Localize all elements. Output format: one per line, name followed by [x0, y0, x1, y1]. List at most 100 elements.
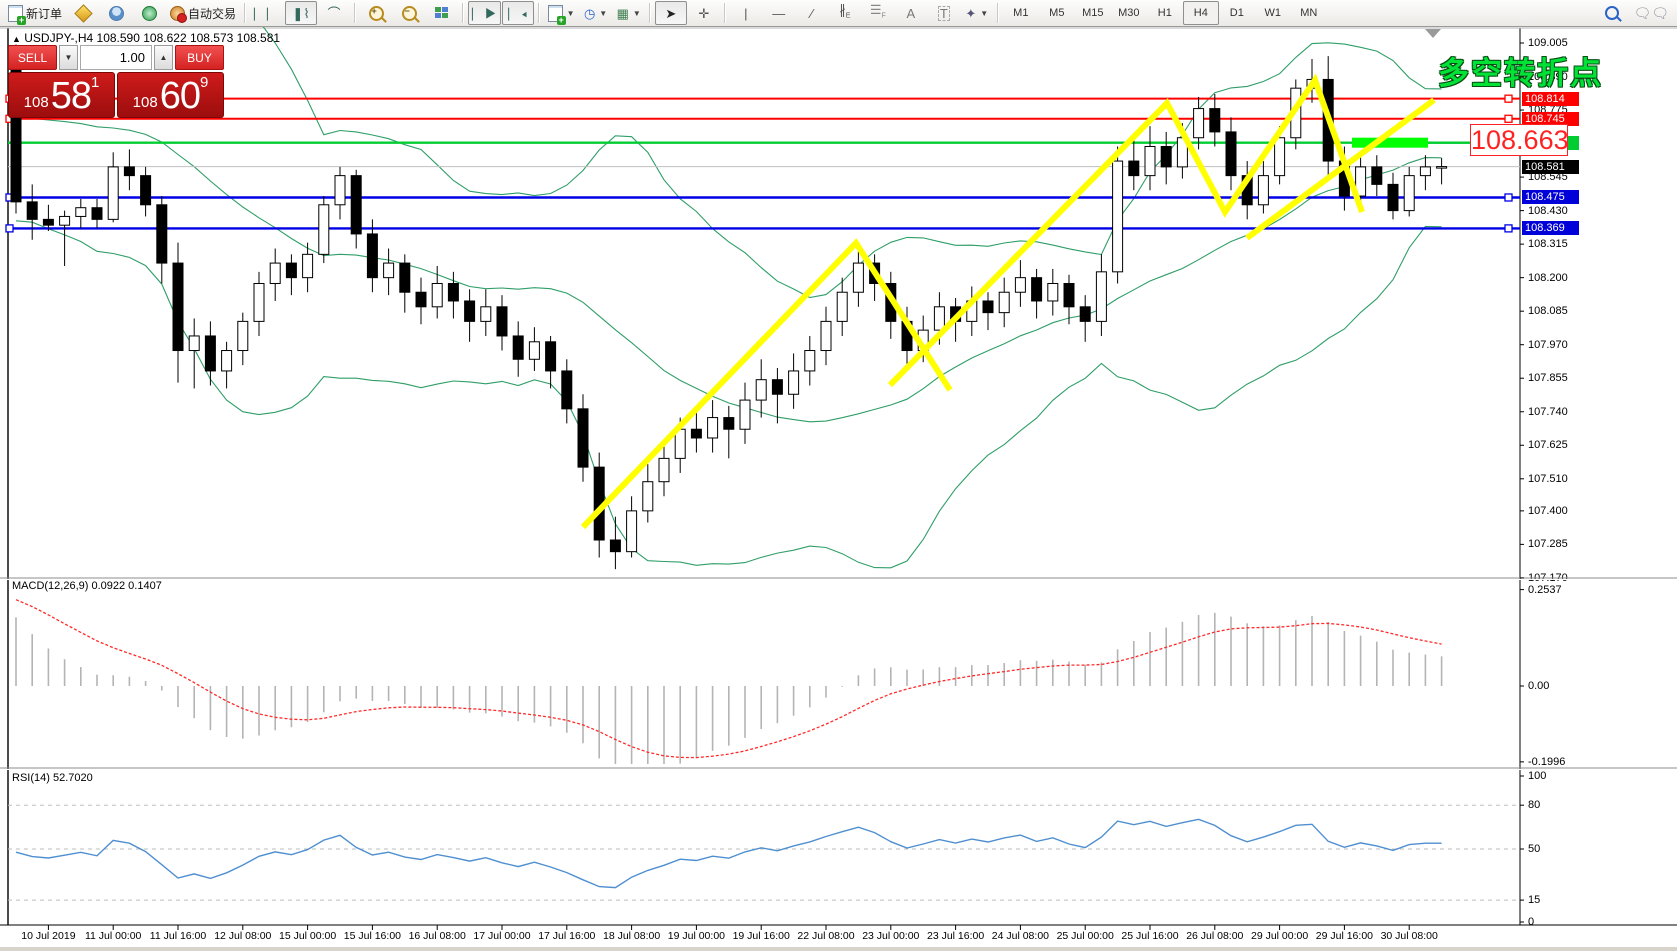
zoom-out-button[interactable]: −: [393, 1, 425, 25]
macd-axis-label: 0.00: [1528, 680, 1550, 692]
timeframe-bar: M1 M5 M15 M30 H1 H4 D1 W1 MN: [1003, 1, 1327, 25]
price-axis-label: 107.855: [1528, 372, 1568, 385]
collapse-panel-icon[interactable]: ▲: [12, 34, 21, 44]
rsi-axis-label: 50: [1528, 843, 1541, 855]
search-button[interactable]: [1596, 1, 1628, 25]
price-axis-label: 107.400: [1528, 504, 1568, 517]
hline-handle[interactable]: [1504, 114, 1513, 123]
volume-increase-button[interactable]: ▲: [154, 45, 173, 70]
periods-button[interactable]: ◷ ▼: [583, 5, 608, 21]
macd-histogram: [15, 612, 1443, 764]
time-axis-label: 19 Jul 16:00: [732, 930, 790, 942]
chart-shift-marker[interactable]: [1425, 29, 1441, 38]
time-axis-label: 12 Jul 08:00: [214, 930, 272, 942]
price-axis-label: 108.430: [1528, 204, 1568, 217]
yellow-trendline-2[interactable]: [887, 73, 1365, 388]
timeframe-w1[interactable]: W1: [1264, 7, 1282, 19]
indicators-button[interactable]: + ▼: [544, 1, 579, 25]
text-button[interactable]: A: [895, 1, 927, 25]
cursor-icon: ➤: [665, 5, 677, 21]
price-badge-108.745: 108.745: [1522, 111, 1579, 126]
channel-icon: ∦E: [839, 2, 851, 20]
sell-price-panel[interactable]: 108 58 1: [8, 72, 115, 118]
timeframe-h4[interactable]: H4: [1182, 1, 1219, 25]
buy-button[interactable]: BUY: [175, 45, 224, 70]
timeframe-d1[interactable]: D1: [1229, 7, 1244, 19]
timeframe-m15[interactable]: M15: [1082, 7, 1104, 19]
new-order-label: 新订单: [26, 6, 63, 21]
macd-axis-label: 0.2537: [1528, 583, 1562, 596]
crosshair-icon: ✛: [698, 5, 710, 21]
candles: [10, 44, 1448, 570]
vline-button[interactable]: |: [730, 1, 762, 25]
bollinger-middle-band[interactable]: [15, 117, 1442, 423]
news-icon: [141, 5, 157, 21]
volume-input[interactable]: 1.00: [80, 45, 152, 70]
price-axis-label: 108.315: [1528, 238, 1568, 251]
timeframe-m1[interactable]: M1: [1013, 7, 1029, 19]
metaeditor-button[interactable]: [67, 1, 99, 25]
buy-price-panel[interactable]: 108 60 9: [117, 72, 224, 118]
trendline-button[interactable]: ∕: [796, 1, 828, 25]
price-callout-label[interactable]: 108.663: [1470, 124, 1569, 156]
time-axis-label: 15 Jul 00:00: [278, 930, 337, 942]
candlestick-chart-button[interactable]: ❚⌇: [285, 1, 318, 25]
profile-button[interactable]: [100, 1, 132, 25]
macd-signal-line[interactable]: [15, 599, 1442, 759]
bars-chart-button[interactable]: ⎸⎸: [250, 1, 284, 25]
tile-windows-button[interactable]: [426, 1, 458, 25]
hline-handle[interactable]: [1504, 94, 1513, 103]
yellow-trendline-1[interactable]: [580, 238, 953, 530]
hline-handle[interactable]: [5, 224, 14, 233]
volume-decrease-button[interactable]: ▼: [59, 45, 78, 70]
bollinger-lower-band[interactable]: [15, 220, 1442, 569]
rsi-axis-label: 0: [1528, 916, 1535, 928]
sell-button[interactable]: SELL: [8, 45, 57, 70]
one-click-trading-panel: SELL ▼ 1.00 ▲ BUY 108 58 1 108 60 9: [8, 45, 224, 118]
autotrade-label: 自动交易: [188, 6, 237, 21]
zoom-in-button[interactable]: +: [360, 1, 392, 25]
timeframe-mn[interactable]: MN: [1300, 7, 1318, 19]
chart-shift-button[interactable]: ⎸◂: [501, 1, 534, 25]
rsi-line[interactable]: [15, 818, 1442, 889]
channel-button[interactable]: ∦E: [829, 1, 861, 25]
yellow-trendline-3[interactable]: [1245, 97, 1436, 241]
hline-handle[interactable]: [1504, 224, 1513, 233]
templates-button[interactable]: ▦ ▼: [616, 5, 641, 21]
timeframe-m30[interactable]: M30: [1118, 7, 1140, 19]
autotrade-button[interactable]: 自动交易: [166, 1, 240, 25]
template-icon: ▦: [616, 5, 629, 21]
price-badge-108.475: 108.475: [1522, 190, 1579, 205]
timeframe-m5[interactable]: M5: [1049, 7, 1065, 19]
time-axis-label: 15 Jul 16:00: [343, 930, 401, 942]
text-label-button[interactable]: T: [928, 1, 960, 25]
sell-price-main: 58: [50, 75, 92, 117]
hline-handle[interactable]: [1504, 193, 1513, 202]
line-chart-button[interactable]: ⌒: [318, 1, 350, 25]
news-button[interactable]: [133, 1, 165, 25]
hline-button[interactable]: —: [763, 1, 795, 25]
cursor-button[interactable]: ➤: [654, 1, 687, 25]
clock-icon: ◷: [583, 5, 596, 21]
chart-window[interactable]: [0, 28, 1677, 951]
hline-icon: —: [772, 5, 786, 21]
crosshair-button[interactable]: ✛: [688, 1, 720, 25]
time-axis-label: 11 Jul 00:00: [84, 930, 142, 942]
time-axis-label: 26 Jul 08:00: [1186, 930, 1244, 942]
auto-scroll-button[interactable]: ⎸▶: [468, 1, 501, 25]
chat-button[interactable]: 🗨🗨: [1629, 1, 1673, 25]
toolbar-separator: [537, 3, 540, 23]
sell-price-sup: 1: [90, 74, 100, 91]
time-axis-label: 17 Jul 16:00: [538, 930, 596, 942]
green-highlight-bar[interactable]: [1352, 137, 1428, 148]
fibonacci-button[interactable]: ☰F: [862, 1, 894, 25]
timeframe-h1[interactable]: H1: [1157, 7, 1172, 19]
chinese-annotation: 多空转折点: [1438, 56, 1603, 91]
new-order-button[interactable]: + 新订单: [4, 1, 66, 25]
arrows-button[interactable]: ✦ ▼: [965, 5, 989, 21]
buy-price-main: 60: [159, 75, 201, 117]
price-axis-label: 107.625: [1528, 439, 1568, 452]
arrows-icon: ✦: [965, 5, 977, 21]
price-axis-label: 109.005: [1528, 37, 1568, 49]
